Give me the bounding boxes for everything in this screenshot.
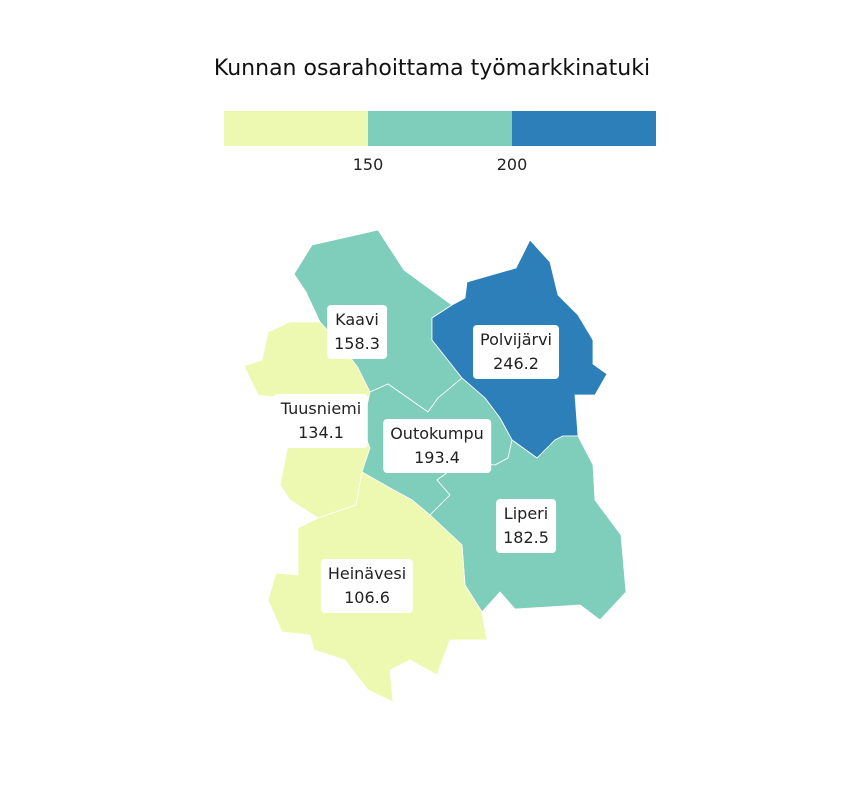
label-kaavi-value: 158.3 bbox=[334, 334, 380, 353]
label-tuusniemi-value: 134.1 bbox=[298, 423, 344, 442]
label-outokumpu-value: 193.4 bbox=[414, 448, 460, 467]
label-tuusniemi-name: Tuusniemi bbox=[280, 399, 362, 418]
label-liperi: Liperi 182.5 bbox=[496, 499, 556, 553]
legend-tick-200: 200 bbox=[496, 155, 528, 174]
legend-bin-low bbox=[224, 111, 368, 146]
label-outokumpu-name: Outokumpu bbox=[390, 424, 484, 443]
label-heinavesi-value: 106.6 bbox=[344, 588, 390, 607]
label-polvijarvi: Polvijärvi 246.2 bbox=[473, 325, 559, 379]
label-liperi-name: Liperi bbox=[503, 504, 549, 523]
label-polvijarvi-value: 246.2 bbox=[493, 354, 539, 373]
label-outokumpu: Outokumpu 193.4 bbox=[383, 419, 491, 473]
legend-bin-mid bbox=[368, 111, 512, 146]
label-liperi-value: 182.5 bbox=[503, 528, 549, 547]
label-heinavesi: Heinävesi 106.6 bbox=[320, 559, 414, 613]
legend-tick-150: 150 bbox=[352, 155, 384, 174]
label-kaavi-name: Kaavi bbox=[335, 310, 379, 329]
legend-bin-high bbox=[512, 111, 656, 146]
label-heinavesi-name: Heinävesi bbox=[327, 564, 407, 583]
label-polvijarvi-name: Polvijärvi bbox=[480, 330, 552, 349]
label-tuusniemi: Tuusniemi 134.1 bbox=[273, 394, 369, 448]
label-kaavi: Kaavi 158.3 bbox=[327, 305, 387, 359]
map-title: Kunnan osarahoittama työmarkkinatuki bbox=[213, 56, 651, 81]
